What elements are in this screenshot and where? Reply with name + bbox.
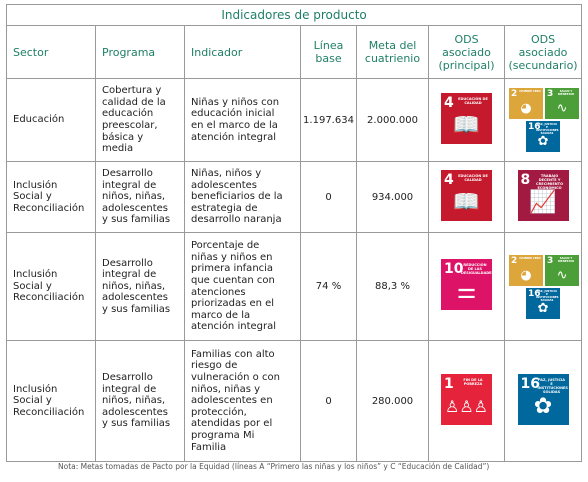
cell-sector: Inclusión Social y Reconciliación	[6, 340, 96, 462]
indicator-table-container: Indicadores de producto Sector Programa …	[5, 4, 583, 462]
sdg-4-badge: 4 EDUCACIÓN DE CALIDAD 📖	[441, 169, 492, 221]
dove-icon: ✿	[537, 134, 549, 149]
cell-linea-base: 0	[300, 340, 357, 462]
footnote: Nota: Metas tomadas de Pacto por la Equi…	[58, 462, 490, 471]
dove-icon: ✿	[537, 300, 549, 316]
header-programa: Programa	[95, 25, 185, 79]
sdg-2-badge: 2 HAMBRE CERO ◕	[509, 254, 544, 286]
table-title: Indicadores de producto	[5, 4, 583, 26]
cell-meta: 2.000.000	[356, 78, 429, 162]
indicator-table: Indicadores de producto Sector Programa …	[5, 4, 583, 462]
sdg-16-badge: 16 PAZ, JUSTICIA E INSTITUCIONES SÓLIDAS …	[526, 287, 561, 319]
cell-sector: Inclusión Social y Reconciliación	[6, 232, 96, 341]
header-ods-principal: ODS asociado (principal)	[428, 25, 505, 79]
header-sector: Sector	[6, 25, 96, 79]
header-ods-secundario: ODS asociado (secundario)	[503, 25, 583, 79]
heartbeat-icon: ∿	[556, 101, 568, 116]
book-icon: 📖	[452, 112, 481, 138]
cell-ods-secundario: 2 HAMBRE CERO ◕ 3 SALUD Y BIENESTAR ∿ 16 PA…	[503, 78, 583, 162]
cell-ods-secundario: 16 PAZ, JUSTICIA E INSTITUCIONES SÓLIDAS…	[503, 340, 583, 462]
bowl-icon: ◕	[520, 101, 532, 116]
cell-indicador: Niñas, niños y adolescentes beneficiarios …	[184, 161, 301, 233]
sdg-4-badge: 4 EDUCACIÓN DE CALIDAD 📖	[441, 92, 492, 144]
header-indicador: Indicador	[184, 25, 301, 79]
sdg-8-badge: 8 TRABAJO DECENTE Y CRECIMIENTO ECONÓMIC…	[517, 169, 569, 221]
sdg-16-badge: 16 PAZ, JUSTICIA E INSTITUCIONES SÓLIDAS …	[526, 121, 561, 152]
cell-linea-base: 74 %	[300, 232, 357, 341]
cell-meta: 934.000	[356, 161, 429, 233]
header-linea-base: Línea base	[300, 25, 357, 79]
cell-meta: 280.000	[356, 340, 429, 462]
cell-ods-secundario: 2 HAMBRE CERO ◕ 3 SALUD Y BIENESTAR ∿ 16 PA…	[503, 232, 583, 341]
table-row: Inclusión Social y Reconciliación Desarrol…	[6, 340, 583, 462]
table-row: Educación Cobertura y calidad de la educac…	[6, 78, 583, 162]
cell-ods-principal: 4 EDUCACIÓN DE CALIDAD 📖	[428, 161, 505, 233]
cell-ods-secundario: 8 TRABAJO DECENTE Y CRECIMIENTO ECONÓMIC…	[503, 161, 583, 233]
sdg-2-badge: 2 HAMBRE CERO ◕	[509, 88, 544, 119]
cell-programa: Cobertura y calidad de la educación preesco…	[95, 78, 185, 162]
sdg-3-badge: 3 SALUD Y BIENESTAR ∿	[545, 88, 580, 119]
cell-ods-principal: 10 REDUCCIÓN DE LAS DESIGUALDADES ⚌	[428, 232, 505, 341]
cell-meta: 88,3 %	[356, 232, 429, 341]
cell-linea-base: 0	[300, 161, 357, 233]
cell-sector: Educación	[6, 78, 96, 162]
cell-indicador: Familias con alto riesgo de vulneración o …	[184, 340, 301, 462]
table-row: Inclusión Social y Reconciliación Desarrol…	[6, 232, 583, 341]
book-icon: 📖	[452, 189, 481, 215]
cell-linea-base: 1.197.634	[300, 78, 357, 162]
heartbeat-icon: ∿	[556, 267, 568, 283]
sdg-10-badge: 10 REDUCCIÓN DE LAS DESIGUALDADES ⚌	[441, 259, 492, 310]
family-icon: ♙♙♙	[444, 396, 489, 416]
cell-programa: Desarrollo integral de niños, niñas, adoles…	[95, 161, 185, 233]
header-row: Sector Programa Indicador Línea base Meta…	[6, 25, 583, 79]
header-meta: Meta del cuatrienio	[356, 25, 429, 79]
cell-ods-principal: 1 FIN DE LA POBREZA ♙♙♙	[428, 340, 505, 462]
cell-sector: Inclusión Social y Reconciliación	[6, 161, 96, 233]
cell-ods-principal: 4 EDUCACIÓN DE CALIDAD 📖	[428, 78, 505, 162]
sdg-1-badge: 1 FIN DE LA POBREZA ♙♙♙	[441, 373, 492, 425]
cell-indicador: Niñas y niños con educación inicial en el …	[184, 78, 301, 162]
equality-icon: ⚌	[456, 279, 477, 304]
sdg-3-badge: 3 SALUD Y BIENESTAR ∿	[545, 254, 580, 286]
cell-programa: Desarrollo integral de niños, niñas, adoles…	[95, 340, 185, 462]
growth-chart-icon: 📈	[529, 189, 557, 215]
bowl-icon: ◕	[520, 267, 532, 283]
sdg-16-badge: 16 PAZ, JUSTICIA E INSTITUCIONES SÓLIDAS…	[517, 373, 569, 425]
cell-indicador: Porcentaje de niñas y niños en primera inf…	[184, 232, 301, 341]
dove-icon: ✿	[533, 393, 553, 419]
cell-programa: Desarrollo integral de niños, niñas, adoles…	[95, 232, 185, 341]
table-row: Inclusión Social y Reconciliación Desarrol…	[6, 161, 583, 233]
